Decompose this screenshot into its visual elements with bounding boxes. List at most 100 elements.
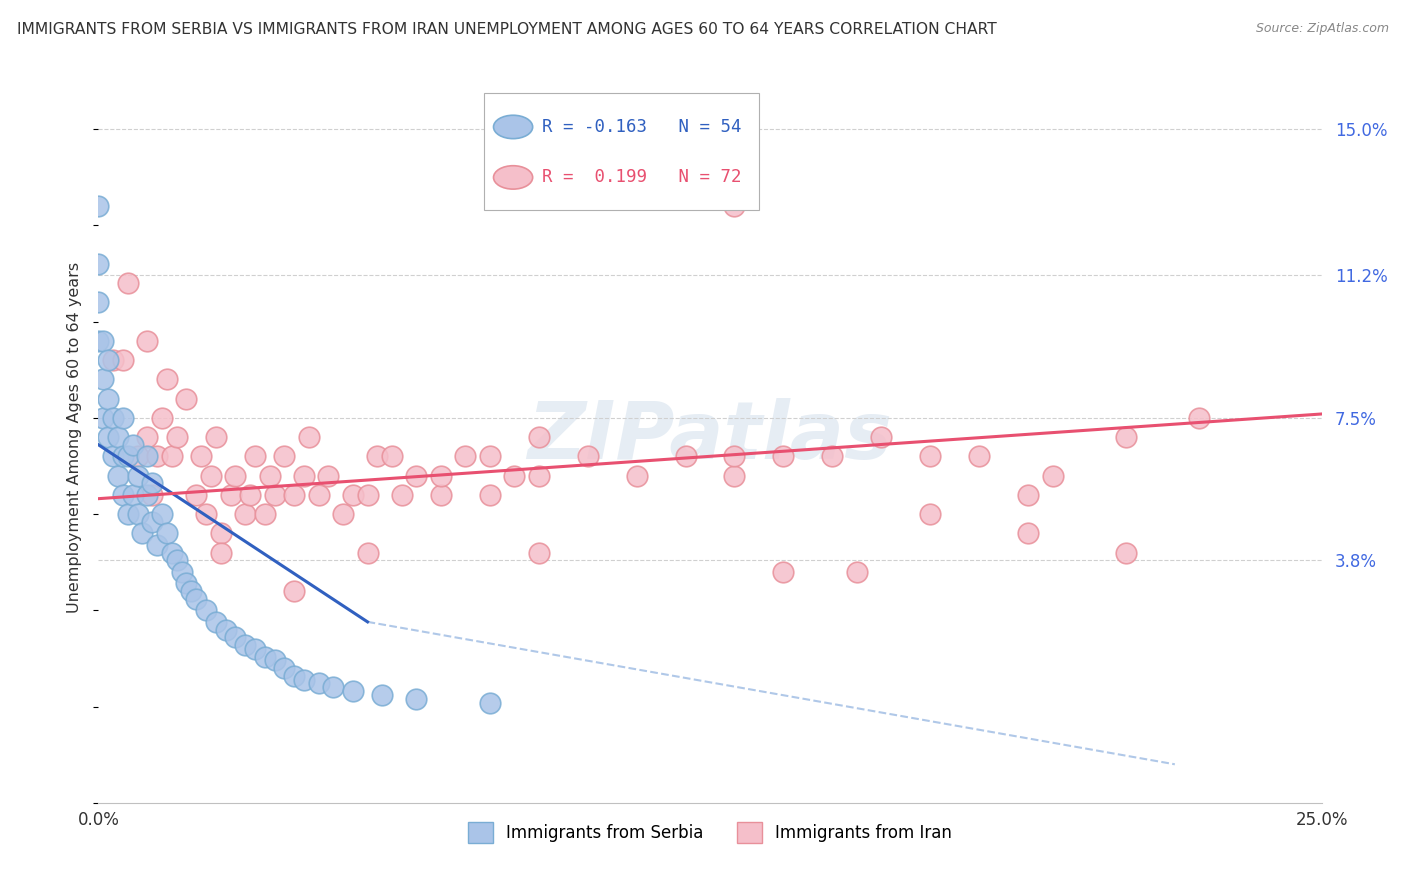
Point <box>131 526 153 541</box>
Point <box>141 488 163 502</box>
Point <box>478 696 501 710</box>
Point <box>253 649 276 664</box>
Point <box>308 676 330 690</box>
Point <box>356 545 378 559</box>
Point <box>209 545 232 559</box>
Point <box>263 488 285 502</box>
Point <box>381 450 404 464</box>
Point <box>723 199 745 213</box>
Point <box>136 450 159 464</box>
Point <box>101 410 124 425</box>
Point <box>1188 410 1211 425</box>
Point <box>121 438 143 452</box>
Point <box>127 468 149 483</box>
Point <box>1017 488 1039 502</box>
Point <box>527 430 550 444</box>
Point <box>845 565 868 579</box>
Point <box>186 591 208 606</box>
Point <box>318 468 340 483</box>
Point <box>263 653 285 667</box>
Text: Source: ZipAtlas.com: Source: ZipAtlas.com <box>1256 22 1389 36</box>
Point <box>150 410 173 425</box>
Text: R = -0.163   N = 54: R = -0.163 N = 54 <box>543 118 742 136</box>
Point <box>117 450 139 464</box>
Point <box>576 450 599 464</box>
Point <box>233 507 256 521</box>
Point <box>219 488 242 502</box>
Point <box>626 468 648 483</box>
Point <box>405 468 427 483</box>
Point <box>91 334 114 348</box>
Point <box>1115 545 1137 559</box>
Point <box>430 468 453 483</box>
Point <box>356 488 378 502</box>
Point <box>243 450 266 464</box>
Point <box>117 276 139 290</box>
Point <box>87 199 110 213</box>
Point <box>87 334 110 348</box>
Point <box>273 661 295 675</box>
Point <box>87 295 110 310</box>
Point <box>156 526 179 541</box>
Point <box>527 468 550 483</box>
Point <box>91 410 114 425</box>
Circle shape <box>494 166 533 189</box>
Point <box>150 507 173 521</box>
Point <box>292 673 315 687</box>
Point <box>176 576 198 591</box>
Point <box>176 392 198 406</box>
Point <box>332 507 354 521</box>
Point <box>870 430 893 444</box>
Point <box>478 488 501 502</box>
Point <box>121 488 143 502</box>
Point <box>166 553 188 567</box>
Point <box>308 488 330 502</box>
Text: R =  0.199   N = 72: R = 0.199 N = 72 <box>543 169 742 186</box>
Point <box>967 450 990 464</box>
Point <box>141 515 163 529</box>
Y-axis label: Unemployment Among Ages 60 to 64 years: Unemployment Among Ages 60 to 64 years <box>67 261 83 613</box>
Point <box>156 372 179 386</box>
Point <box>91 372 114 386</box>
Point <box>224 630 246 644</box>
Point <box>160 545 183 559</box>
Point <box>454 450 477 464</box>
Point <box>97 353 120 368</box>
Point <box>283 669 305 683</box>
Point <box>160 450 183 464</box>
Point <box>209 526 232 541</box>
Point <box>186 488 208 502</box>
Point <box>101 450 124 464</box>
Point <box>136 334 159 348</box>
Point <box>233 638 256 652</box>
Point <box>117 507 139 521</box>
Point <box>111 410 134 425</box>
Point <box>205 430 228 444</box>
Point <box>920 450 942 464</box>
Point <box>111 488 134 502</box>
Point <box>772 450 794 464</box>
Point <box>166 430 188 444</box>
FancyBboxPatch shape <box>484 94 759 211</box>
Point <box>478 450 501 464</box>
Point <box>111 450 134 464</box>
Point <box>1115 430 1137 444</box>
Point <box>259 468 281 483</box>
Point <box>1017 526 1039 541</box>
Point <box>190 450 212 464</box>
Point <box>1042 468 1064 483</box>
Point <box>292 468 315 483</box>
Point <box>127 450 149 464</box>
Point <box>430 488 453 502</box>
Text: IMMIGRANTS FROM SERBIA VS IMMIGRANTS FROM IRAN UNEMPLOYMENT AMONG AGES 60 TO 64 : IMMIGRANTS FROM SERBIA VS IMMIGRANTS FRO… <box>17 22 997 37</box>
Point <box>107 430 129 444</box>
Point <box>146 538 169 552</box>
Point <box>224 468 246 483</box>
Point <box>723 468 745 483</box>
Point <box>503 468 526 483</box>
Point <box>146 450 169 464</box>
Point <box>170 565 193 579</box>
Point <box>527 545 550 559</box>
Point <box>87 257 110 271</box>
Point <box>283 488 305 502</box>
